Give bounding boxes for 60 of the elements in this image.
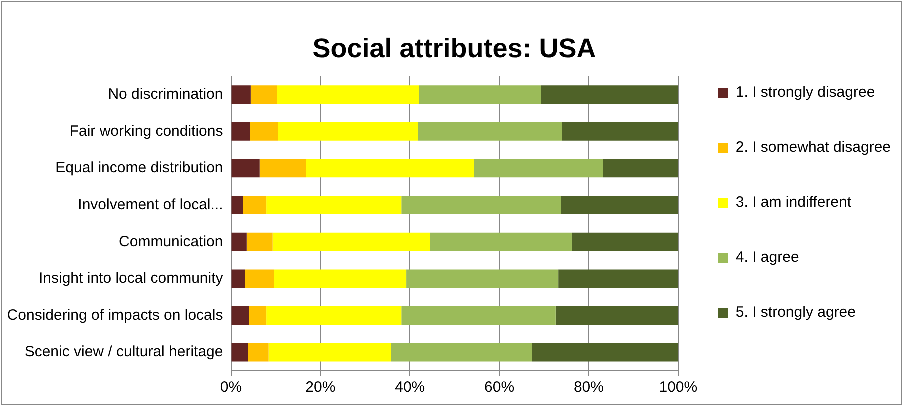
bar xyxy=(474,159,604,178)
bar xyxy=(232,196,244,214)
bar xyxy=(541,86,678,104)
y-tick-label: Communication xyxy=(119,233,224,250)
y-tick-label: Fair working conditions xyxy=(70,122,224,140)
bar xyxy=(260,159,306,178)
chart-title: Social attributes: USA xyxy=(312,34,596,64)
legend-label: 3. I am indifferent xyxy=(736,194,852,212)
legend-label: 2. I somewhat disagree xyxy=(736,139,892,156)
bar xyxy=(266,306,402,325)
y-tick-label: No discrimination xyxy=(108,86,224,103)
bar xyxy=(406,270,559,288)
bar xyxy=(561,196,678,214)
bar xyxy=(402,306,556,325)
bar xyxy=(250,86,278,104)
y-tick-label: Scenic view / cultural heritage xyxy=(24,344,224,361)
y-tick-label: Equal income distribution xyxy=(56,160,224,177)
bar xyxy=(232,306,250,325)
bar xyxy=(232,270,246,288)
bar xyxy=(268,343,392,362)
legend-label: 5. I strongly agree xyxy=(736,304,856,322)
y-tick-label: Insight into local community xyxy=(39,270,224,288)
bar xyxy=(430,232,572,252)
bar xyxy=(572,232,678,252)
x-tick-label: 80% xyxy=(574,379,604,396)
bar xyxy=(272,232,430,252)
bar xyxy=(418,122,562,141)
bar xyxy=(277,86,420,104)
bar xyxy=(274,270,407,288)
bar xyxy=(232,159,260,178)
x-tick-label: 0% xyxy=(220,379,242,396)
x-tick-label: 40% xyxy=(395,379,426,396)
bar xyxy=(248,343,269,362)
bar xyxy=(558,270,678,288)
bar xyxy=(306,159,474,178)
bar xyxy=(562,122,678,141)
bar xyxy=(249,306,267,325)
bar xyxy=(232,86,251,104)
bar xyxy=(556,306,678,325)
legend-label: 4. I agree xyxy=(736,249,800,266)
bar xyxy=(243,196,267,214)
x-tick-label: 100% xyxy=(659,379,698,396)
bar xyxy=(278,122,418,141)
x-tick-label: 20% xyxy=(306,379,336,396)
x-tick-label: 60% xyxy=(484,379,515,396)
y-tick-label: Involvement of local... xyxy=(78,196,224,214)
bar xyxy=(232,122,250,141)
bar xyxy=(232,232,247,252)
bar xyxy=(391,343,532,362)
bar xyxy=(603,159,678,178)
bar xyxy=(402,196,562,214)
bar xyxy=(266,196,402,214)
y-tick-label: Considering of impacts on locals xyxy=(7,306,224,324)
bar xyxy=(232,343,248,362)
legend-label: 1. I strongly disagree xyxy=(736,84,876,102)
bar xyxy=(532,343,678,362)
bar xyxy=(419,86,542,104)
bar xyxy=(245,270,274,288)
bar xyxy=(250,122,278,141)
bar xyxy=(246,232,273,252)
